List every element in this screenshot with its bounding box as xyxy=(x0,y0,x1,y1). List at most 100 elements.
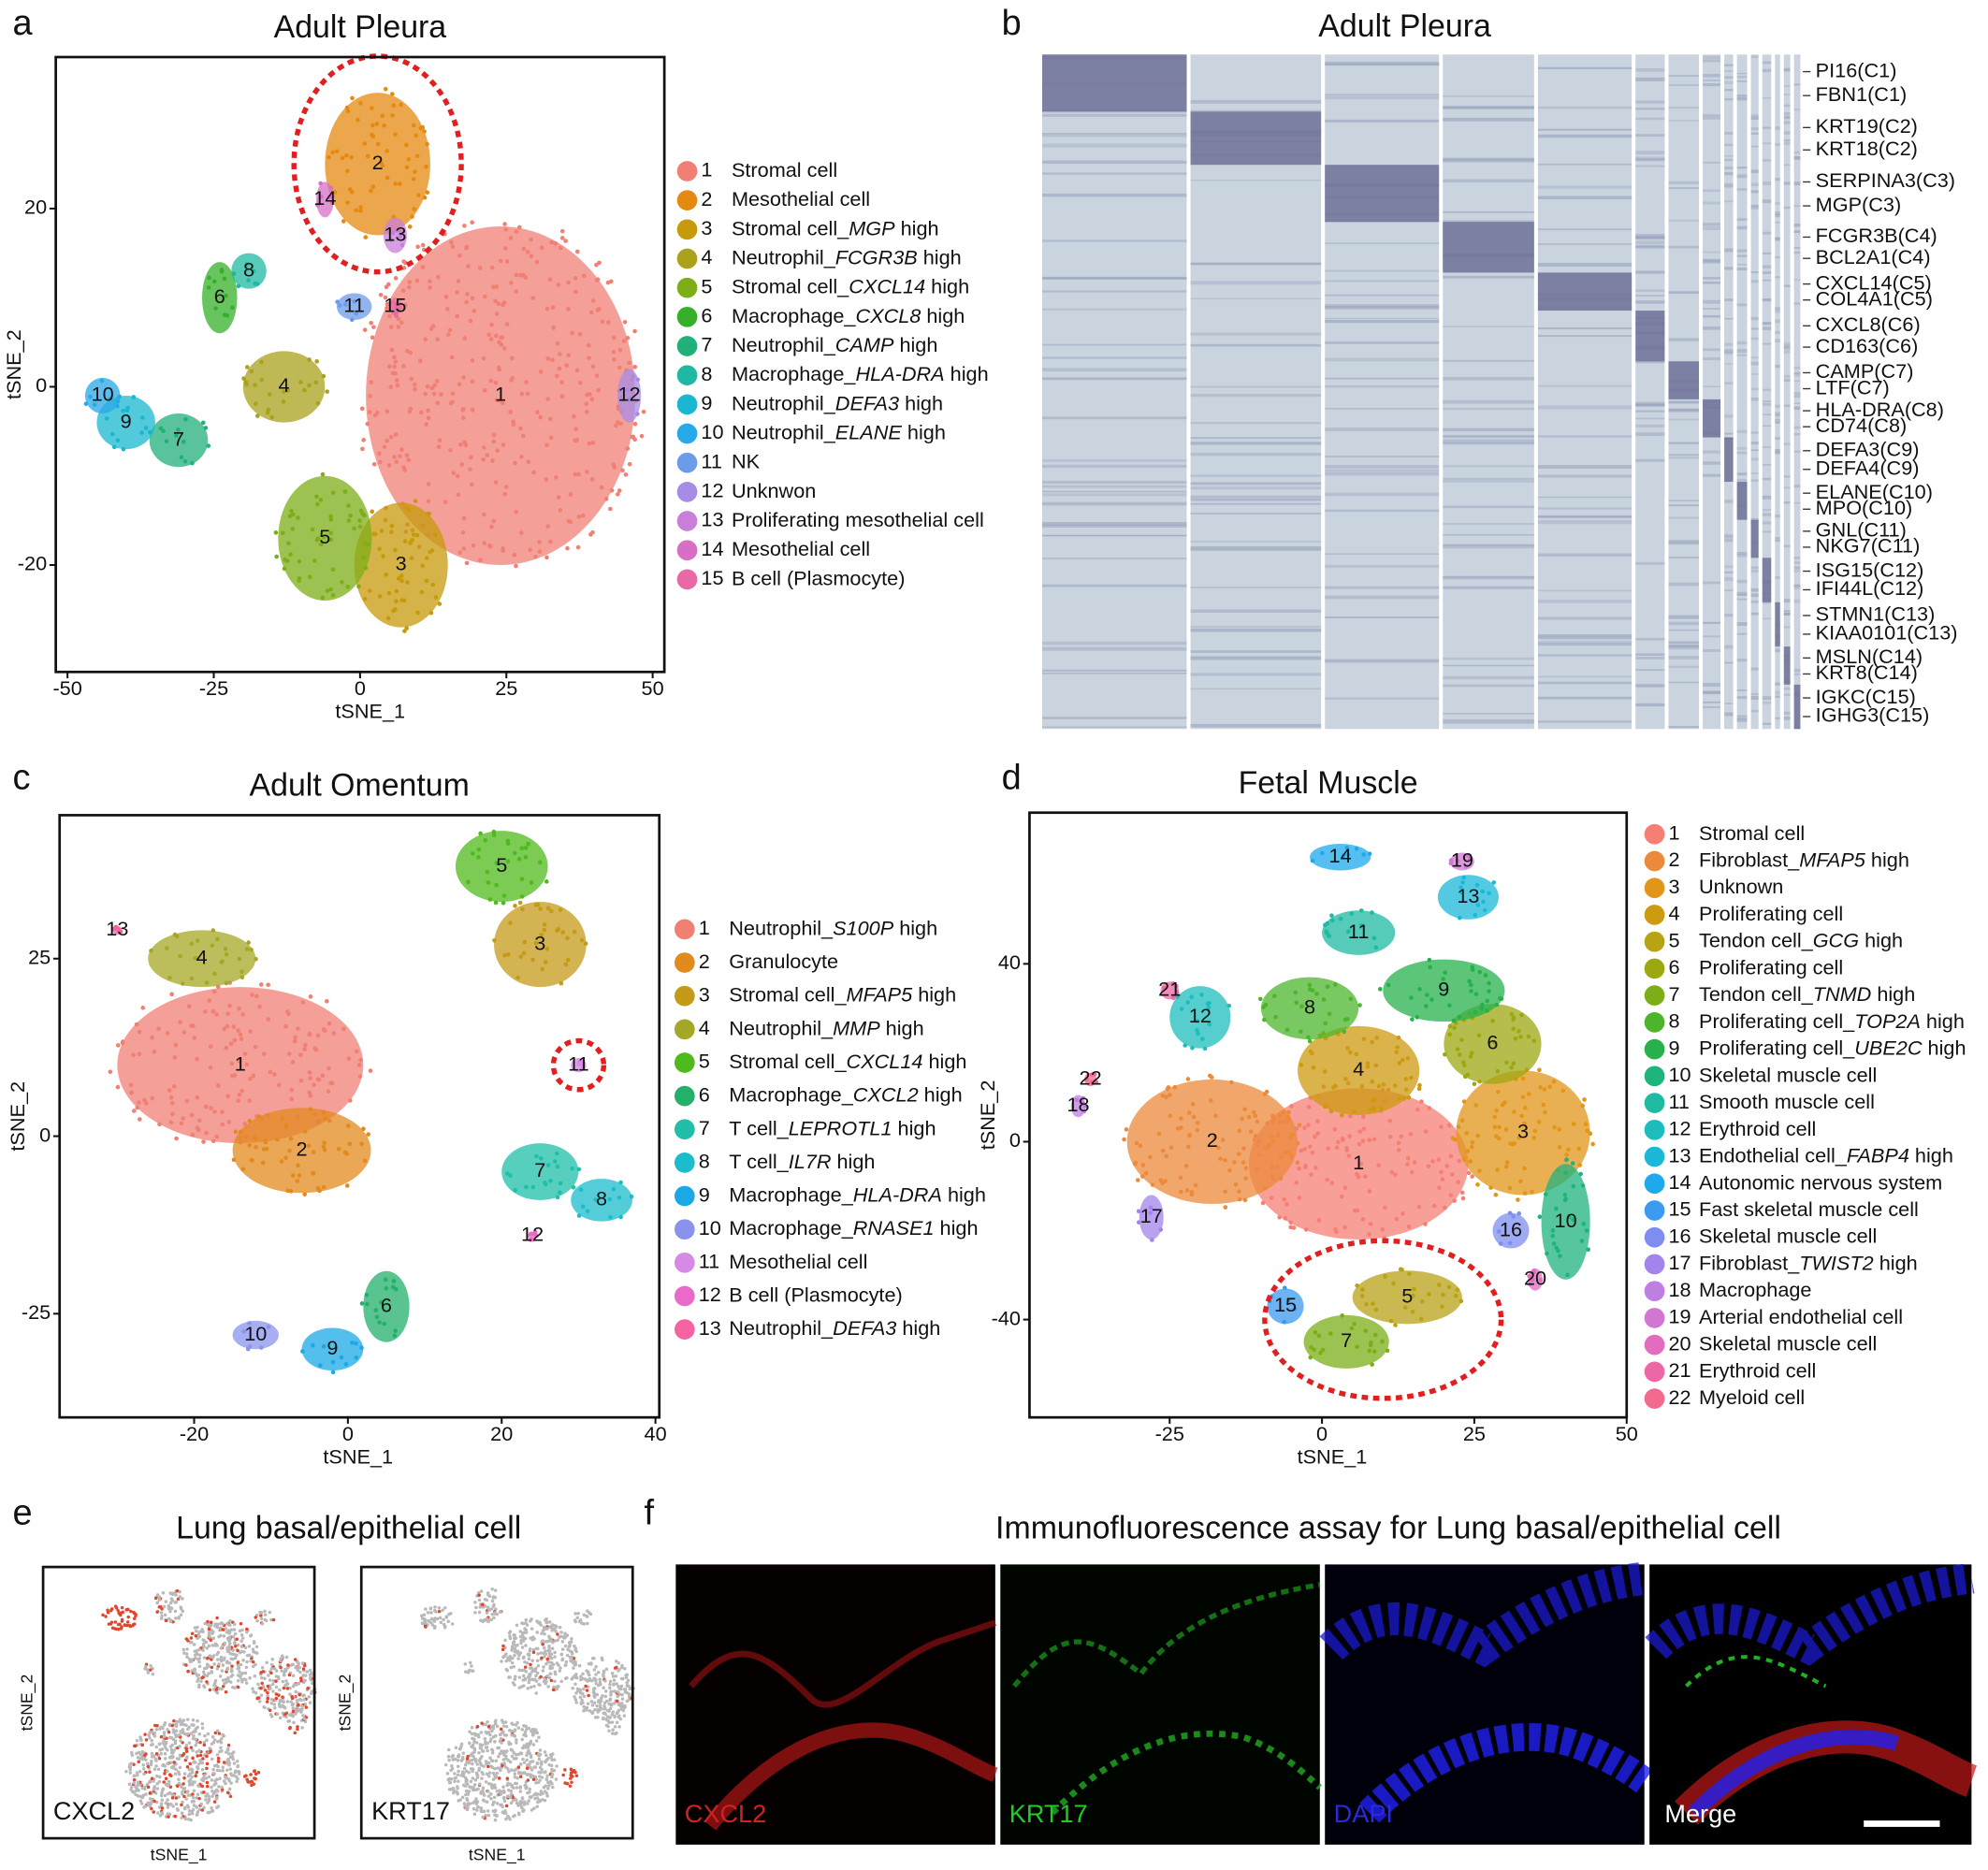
cell-dot xyxy=(1457,915,1462,921)
cell-dot xyxy=(1195,1127,1200,1133)
legend-label: Macrophage_HLA-DRA high xyxy=(729,1182,986,1206)
cell-dot xyxy=(532,1684,536,1689)
cell-dot xyxy=(498,258,503,264)
heatmap-column xyxy=(1736,54,1748,730)
heatmap-streak xyxy=(1775,404,1780,408)
cell-dot xyxy=(602,1717,605,1721)
cell-dot xyxy=(509,1801,514,1805)
cell-dot xyxy=(1314,992,1319,996)
cell-dot xyxy=(1356,1175,1361,1180)
legend-id: 16 xyxy=(1668,1224,1691,1247)
legend-id: 4 xyxy=(699,1016,710,1039)
cell-dot xyxy=(163,1793,167,1798)
cell-dot xyxy=(302,1129,308,1134)
legend-label-part: Macrophage_ xyxy=(729,1216,853,1239)
legend-label: Proliferating cell_UBE2C high xyxy=(1699,1036,1966,1059)
cell-dot xyxy=(169,992,174,997)
heatmap-streak xyxy=(1736,622,1748,626)
cell-dot xyxy=(293,1035,297,1040)
cell-dot xyxy=(263,1613,268,1616)
cell-dot xyxy=(1415,1107,1420,1112)
cell-dot xyxy=(1388,1318,1394,1324)
cell-dot xyxy=(269,1702,274,1705)
cell-dot xyxy=(278,1699,282,1703)
cell-dot xyxy=(197,1748,201,1753)
cell-dot xyxy=(386,463,392,468)
heatmap-streak xyxy=(1041,193,1187,197)
cell-dot xyxy=(302,1047,307,1052)
cell-dot xyxy=(1303,1227,1309,1232)
heatmap-streak xyxy=(1703,258,1721,263)
cell-dot xyxy=(245,1653,250,1658)
legend-swatch xyxy=(1644,958,1665,979)
x-axis-label: tSNE_1 xyxy=(151,1846,208,1865)
legend-id: 2 xyxy=(701,187,712,210)
cell-dot xyxy=(1446,1284,1452,1290)
cell-dot xyxy=(157,1742,162,1747)
cell-dot xyxy=(1186,1110,1192,1115)
cell-dot xyxy=(514,272,519,278)
legend-label-part: Mesothelial cell xyxy=(729,1250,867,1273)
legend-id: 14 xyxy=(701,537,723,560)
cell-dot xyxy=(162,1734,167,1739)
cell-dot xyxy=(1242,1107,1247,1112)
cell-dot xyxy=(473,1611,477,1615)
cell-dot xyxy=(224,1627,228,1631)
cell-dot xyxy=(1178,1175,1183,1181)
cell-dot xyxy=(1262,1092,1268,1096)
cluster-label: 3 xyxy=(1517,1120,1529,1143)
heatmap-streak xyxy=(1736,254,1748,257)
legend-label: Arterial endothelial cell xyxy=(1699,1305,1903,1328)
cell-dot xyxy=(283,1023,288,1029)
cell-dot xyxy=(345,109,351,114)
cell-dot xyxy=(515,975,520,980)
cell-dot xyxy=(181,1792,184,1796)
cell-dot xyxy=(177,1781,181,1786)
cell-dot xyxy=(512,1636,516,1641)
cell-dot xyxy=(1345,1046,1350,1051)
cell-dot xyxy=(262,1051,267,1056)
cell-dot xyxy=(519,894,525,899)
cell-dot xyxy=(554,1777,559,1781)
legend-label-part: MMP xyxy=(833,1016,880,1039)
cell-dot xyxy=(217,1687,222,1690)
cell-dot xyxy=(180,1803,183,1807)
heatmap-streak xyxy=(1703,356,1721,361)
cluster-label: 4 xyxy=(196,946,208,969)
cell-dot xyxy=(1269,1196,1274,1200)
cell-dot xyxy=(152,1799,156,1804)
cell-dot xyxy=(395,383,400,388)
legend-label: Proliferating mesothelial cell xyxy=(732,508,984,531)
heatmap-streak xyxy=(1041,160,1187,164)
cell-dot xyxy=(578,1688,583,1692)
cell-dot xyxy=(265,1660,268,1665)
cell-dot xyxy=(359,406,365,412)
cell-dot xyxy=(391,103,397,109)
cell-dot xyxy=(530,957,535,963)
cell-dot xyxy=(167,1722,172,1727)
cell-dot xyxy=(167,1088,172,1093)
cell-dot xyxy=(158,1813,163,1818)
cell-dot xyxy=(1328,1109,1334,1114)
legend-id: 6 xyxy=(701,304,712,327)
cell-dot xyxy=(616,1694,620,1699)
cell-dot xyxy=(513,1633,516,1637)
cell-dot xyxy=(225,1768,229,1773)
cell-dot xyxy=(399,598,404,602)
heatmap-streak xyxy=(1783,85,1791,87)
cell-dot xyxy=(563,239,568,243)
cell-dot xyxy=(1380,1226,1386,1232)
heatmap-streak xyxy=(1703,473,1721,477)
cell-dot xyxy=(154,1745,158,1749)
heatmap-streak xyxy=(1793,392,1801,396)
cell-dot xyxy=(290,527,296,531)
cell-dot xyxy=(1385,1348,1390,1354)
cell-dot xyxy=(456,492,461,498)
cell-dot xyxy=(524,1644,528,1647)
heatmap-streak xyxy=(1775,319,1780,324)
cell-dot xyxy=(179,1605,183,1609)
cell-dot xyxy=(109,431,115,437)
cell-dot xyxy=(1355,1344,1359,1349)
cell-dot xyxy=(297,558,302,564)
cell-dot xyxy=(612,1678,617,1682)
